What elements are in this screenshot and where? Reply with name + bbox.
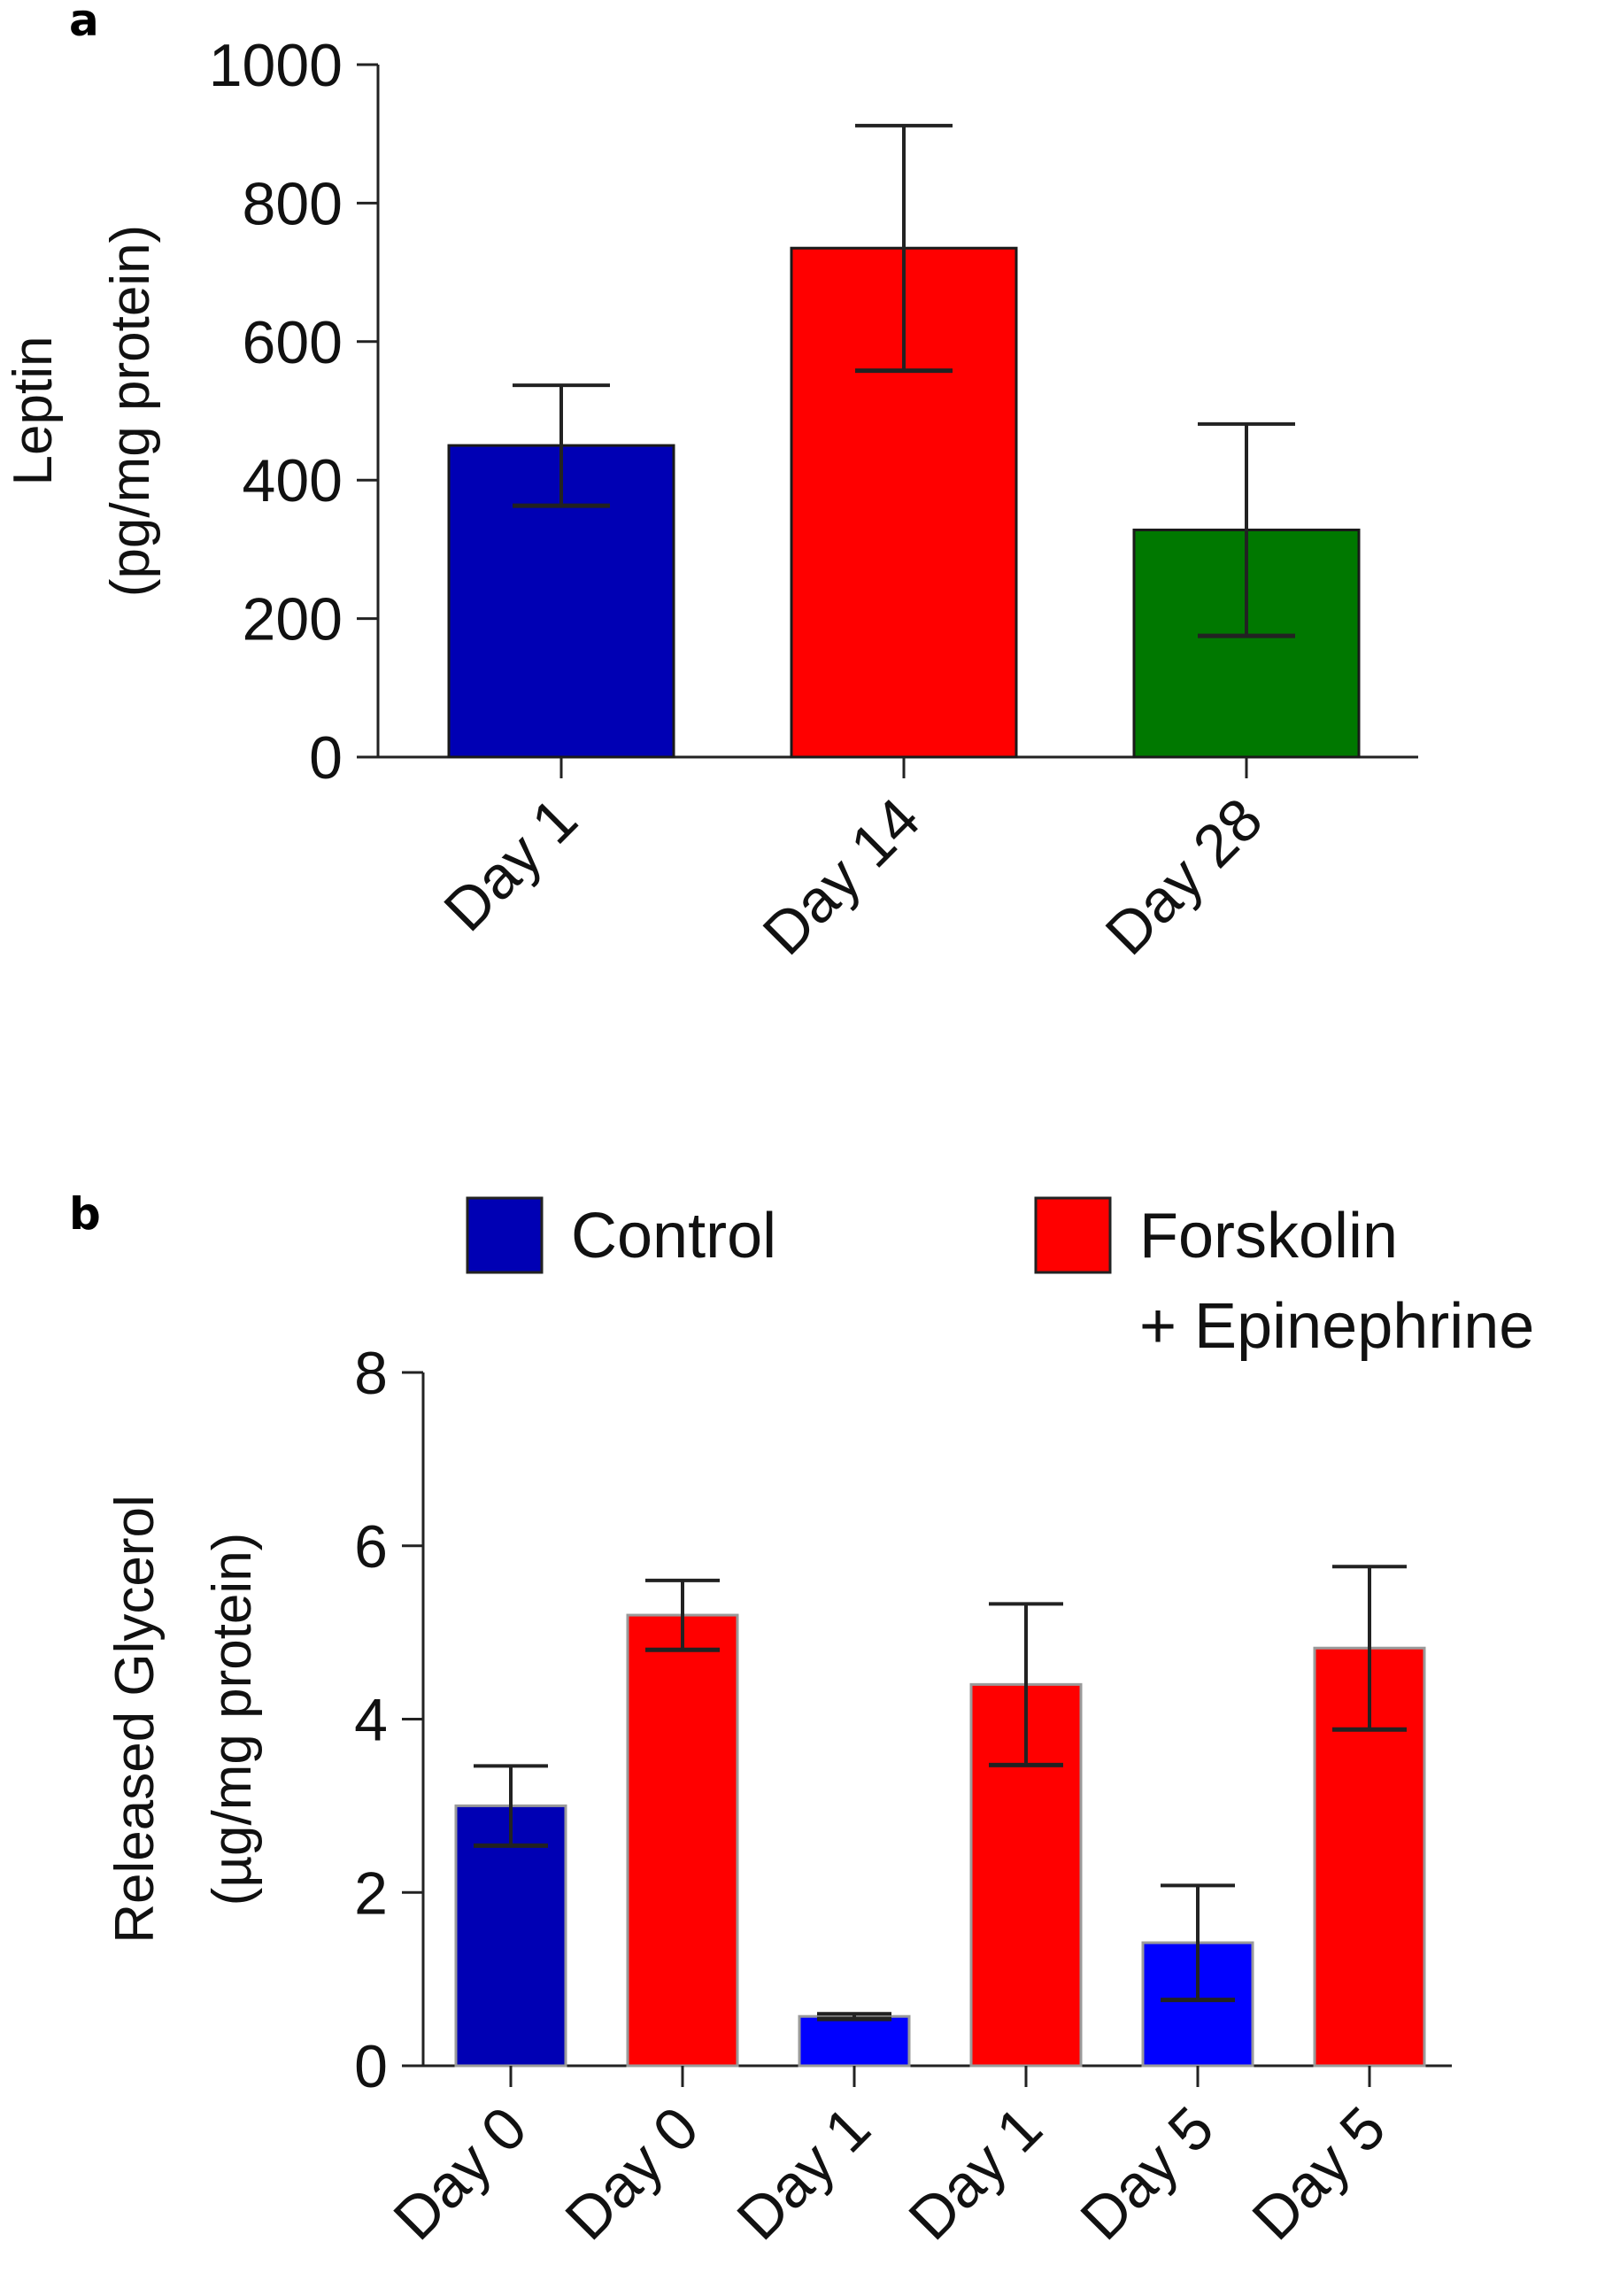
x-tick-label: Day 1 — [724, 2094, 883, 2253]
y-tick-label: 800 — [243, 170, 343, 237]
legend-swatch-forskolin — [1034, 1196, 1112, 1274]
legend-swatch-control — [466, 1196, 544, 1274]
legend-label-forskolin-line2: + Epinephrine — [1139, 1291, 1534, 1362]
bar — [626, 1613, 739, 2068]
x-tick-label: Day 1 — [896, 2094, 1054, 2253]
y-tick-label: 2 — [354, 1859, 388, 1927]
y-axis-title-line2: (pg/mg protein) — [100, 225, 161, 597]
x-tick-label: Day 1 — [431, 785, 590, 944]
chart-b-glycerol: 0 2 4 6 8 Released Glycerol (µg/mg protein) Day… — [104, 1340, 1452, 2253]
bar — [454, 1804, 567, 2068]
y-tick-label: 200 — [243, 586, 343, 653]
y-tick-label: 0 — [309, 724, 343, 792]
y-tick-label: 6 — [354, 1513, 388, 1581]
y-axis-title-line1: Leptin — [3, 336, 64, 486]
x-tick-label: Day 0 — [552, 2094, 711, 2253]
chart-a-leptin: 0 200 400 600 800 1000 Leptin (pg/mg protein) Da… — [3, 32, 1418, 968]
legend-label-forskolin-line1: Forskolin — [1139, 1201, 1398, 1272]
bar — [798, 2014, 911, 2068]
x-tick-label: Day 28 — [1093, 785, 1276, 968]
legend-label-control: Control — [571, 1201, 776, 1272]
y-axis-title-line2: (µg/mg protein) — [202, 1533, 263, 1906]
x-tick-label: Day 14 — [751, 785, 933, 968]
x-tick-label: Day 5 — [1068, 2094, 1226, 2253]
x-tick-label: Day 5 — [1239, 2094, 1398, 2253]
y-axis-title-line1: Released Glycerol — [104, 1495, 166, 1944]
panel-a-label: a — [69, 0, 99, 46]
y-tick-label: 400 — [243, 447, 343, 514]
y-tick-label: 1000 — [209, 32, 343, 99]
y-tick-label: 8 — [354, 1340, 388, 1407]
y-tick-label: 0 — [354, 2033, 388, 2100]
y-tick-label: 600 — [243, 309, 343, 376]
chart-b-legend: Control Forskolin + Epinephrine — [466, 1196, 1534, 1362]
panel-b-label: b — [69, 1188, 101, 1240]
y-tick-label: 4 — [354, 1687, 388, 1754]
x-tick-label: Day 0 — [381, 2094, 539, 2253]
